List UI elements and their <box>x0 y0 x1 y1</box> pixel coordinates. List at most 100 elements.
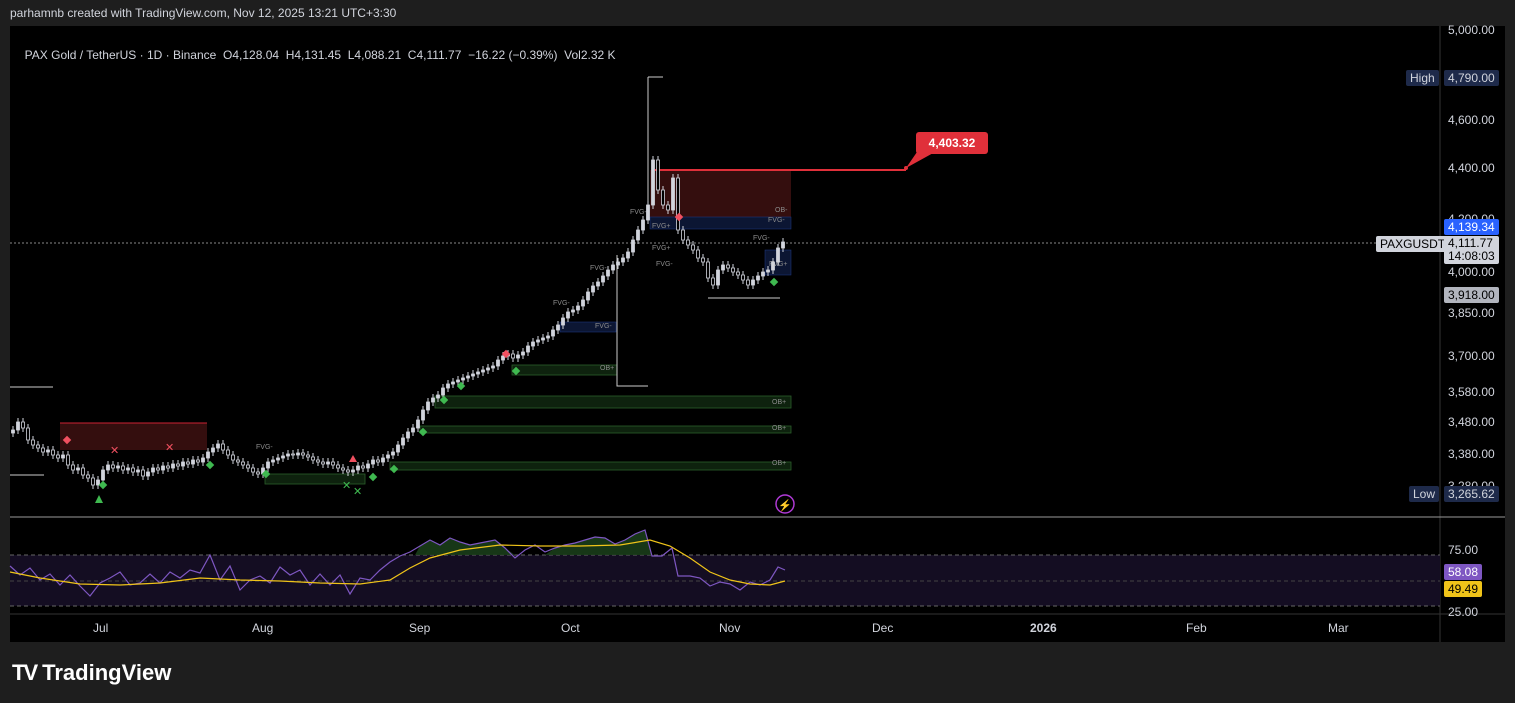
candle-body <box>46 449 50 453</box>
candles-group <box>11 156 785 489</box>
candle-body <box>256 471 260 475</box>
time-tick: Oct <box>561 621 580 635</box>
candle-body <box>276 457 280 461</box>
ob-plus-label: OB+ <box>600 365 614 372</box>
candle-body <box>526 345 530 353</box>
candle-body <box>126 467 130 471</box>
candle-body <box>686 239 690 246</box>
candle-body <box>86 474 90 479</box>
time-tick: Aug <box>252 621 274 635</box>
candle-body <box>481 369 485 373</box>
candle-body <box>151 467 155 473</box>
candle-body <box>141 469 145 477</box>
candle-body <box>81 467 85 476</box>
candle-body <box>96 479 100 486</box>
candle-body <box>371 459 375 465</box>
ob-minus-label: OB- <box>775 207 788 214</box>
candle-body <box>101 469 105 481</box>
candle-body <box>421 409 425 421</box>
candle-body <box>616 261 620 266</box>
time-tick: Jul <box>93 621 109 635</box>
candle-body <box>186 461 190 465</box>
candle-body <box>706 261 710 279</box>
candle-body <box>61 454 65 459</box>
price-tick: 3,700.00 <box>1448 349 1495 363</box>
fvg-minus-label: FVG- <box>553 300 570 307</box>
fvg-minus-label: FVG- <box>256 444 273 451</box>
candle-body <box>501 355 505 361</box>
candle-body <box>71 464 75 471</box>
candle-body <box>761 271 765 277</box>
candle-body <box>396 444 400 453</box>
brand-name: TradingView <box>42 660 172 685</box>
candle-body <box>301 452 305 456</box>
symbol-tag: PAXGUSDT <box>1376 236 1450 252</box>
candle-body <box>341 467 345 471</box>
candle-body <box>726 264 730 269</box>
candle-body <box>456 379 460 383</box>
candle-body <box>386 454 390 459</box>
candle-body <box>691 244 695 251</box>
candle-body <box>556 324 560 331</box>
candle-body <box>111 464 115 469</box>
candle-body <box>516 354 520 359</box>
svg-text:⚡: ⚡ <box>778 499 792 512</box>
candle-body <box>226 449 230 456</box>
demand-zone-5 <box>264 473 366 485</box>
candle-body <box>581 299 585 307</box>
callout-value: 4,403.32 <box>929 136 976 150</box>
ob-plus-label: OB+ <box>772 460 786 467</box>
candle-body <box>406 431 410 439</box>
symbol-title: PAX Gold / TetherUS · 1D · Binance <box>24 48 217 62</box>
candle-body <box>736 271 740 276</box>
candle-body <box>21 421 25 429</box>
candle-body <box>541 337 545 341</box>
chart-frame[interactable] <box>10 26 1505 642</box>
candle-body <box>321 461 325 465</box>
candle-body <box>606 269 610 277</box>
candle-body <box>381 457 385 463</box>
candle-body <box>716 269 720 286</box>
candle-body <box>661 189 665 206</box>
candle-body <box>146 471 150 477</box>
fvg-minus-label: FVG- <box>590 265 607 272</box>
candle-body <box>56 454 60 459</box>
price-tick: 3,850.00 <box>1448 306 1495 320</box>
candle-body <box>231 454 235 461</box>
candle-body <box>291 453 295 456</box>
candle-body <box>701 257 705 263</box>
tradingview-logo[interactable]: TV TradingView <box>12 660 171 686</box>
candle-body <box>91 477 95 486</box>
candle-body <box>641 219 645 231</box>
blue-price-tag: 4,139.34 <box>1444 219 1499 235</box>
candle-body <box>486 367 490 371</box>
candle-body <box>331 461 335 466</box>
fvg-minus-label: FVG- <box>656 261 673 268</box>
candle-body <box>781 241 785 249</box>
candle-body <box>476 371 480 375</box>
candle-body <box>211 447 215 453</box>
candle-body <box>181 461 185 467</box>
time-tick: Sep <box>409 621 431 635</box>
price-tick: 3,380.00 <box>1448 447 1495 461</box>
candle-body <box>281 455 285 459</box>
candle-body <box>441 387 445 396</box>
candle-body <box>76 467 80 471</box>
candle-body <box>756 275 760 281</box>
candle-body <box>646 204 650 221</box>
ob-plus-label: OB+ <box>772 425 786 432</box>
candle-body <box>771 261 775 271</box>
candle-body <box>711 277 715 286</box>
candle-body <box>561 317 565 326</box>
candle-body <box>611 264 615 271</box>
ohlc-values: O4,128.04 H4,131.45 L4,088.21 C4,111.77 … <box>223 48 616 62</box>
candle-body <box>316 459 320 463</box>
candle-body <box>631 239 635 253</box>
candle-body <box>346 469 350 473</box>
candle-body <box>156 467 160 471</box>
candle-body <box>471 373 475 377</box>
candle-body <box>751 279 755 286</box>
fvg-minus-label: FVG- <box>595 323 612 330</box>
rsi-value-tag: 58.08 <box>1444 564 1483 580</box>
